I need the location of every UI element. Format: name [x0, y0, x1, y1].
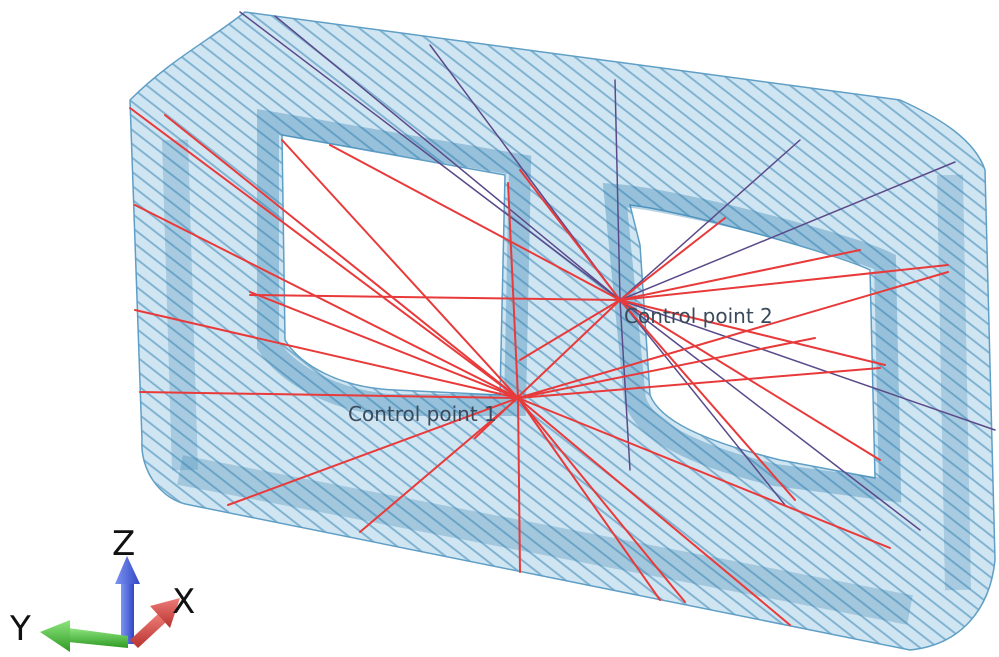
ray-cp1-6 — [134, 309, 519, 399]
ray-behind-10 — [619, 299, 786, 506]
rays-control-point-1 — [129, 107, 949, 626]
ray-cp2-4 — [619, 217, 726, 301]
ray-behind-4 — [614, 79, 621, 301]
ray-cp1-18 — [517, 337, 816, 399]
ray-cp1-12 — [517, 397, 661, 601]
structure-right-band — [937, 174, 971, 591]
ray-cp1-3 — [281, 139, 519, 399]
ray-behind-9 — [619, 299, 921, 531]
ray-cp2-3 — [519, 169, 621, 301]
ray-cp2-9 — [619, 299, 796, 501]
ray-behind-7 — [619, 161, 956, 301]
ray-cp1-1 — [129, 107, 519, 399]
ray-cp1-17 — [517, 271, 949, 399]
ray-cp2-2 — [249, 294, 621, 301]
structure-bottom-band — [177, 455, 913, 625]
ray-cp1-14 — [517, 397, 791, 626]
structure-inner-band-left — [257, 108, 532, 416]
ray-cp1-16 — [517, 367, 881, 399]
z-axis-arrow-icon — [115, 556, 140, 644]
structure-inner-band-right — [602, 183, 902, 503]
ray-cp1-4 — [134, 204, 519, 399]
y-axis-arrow-icon — [40, 620, 128, 652]
rays-behind-group — [239, 11, 996, 531]
x-axis-label: X — [172, 582, 195, 622]
ray-cp1-8 — [507, 182, 519, 399]
ray-cp1-11 — [517, 397, 521, 573]
ray-cp1-9 — [227, 397, 519, 506]
ray-cp1-2 — [164, 114, 519, 399]
x-axis-arrow-icon — [130, 598, 180, 648]
ray-cp2-1 — [329, 144, 621, 301]
ray-cp2-6 — [619, 264, 949, 301]
ray-behind-8 — [619, 299, 996, 431]
ray-cp1-7 — [139, 391, 519, 399]
ray-cp1-13 — [517, 397, 686, 603]
z-axis-label: Z — [112, 524, 135, 564]
ray-behind-1 — [239, 11, 621, 301]
ray-behind-2 — [274, 15, 621, 301]
ship-section-structure — [129, 11, 996, 651]
ray-cp2-8 — [619, 299, 881, 461]
ray-cp2-11 — [474, 299, 621, 439]
axis-triad: Z Y X — [9, 524, 195, 652]
rays-control-point-2 — [249, 144, 949, 501]
ray-cp2-7 — [619, 299, 886, 366]
ray-cp2-10 — [519, 299, 621, 361]
structure-left-band — [162, 139, 198, 471]
control-point-1-label: Control point 1 — [348, 402, 497, 426]
control-point-2-label: Control point 2 — [624, 304, 773, 328]
ray-cp1-10 — [359, 397, 519, 533]
ray-behind-6 — [619, 139, 801, 301]
ray-cp1-5 — [249, 291, 519, 399]
ray-cp2-5 — [619, 249, 861, 301]
ray-cp1-15 — [517, 397, 891, 549]
y-axis-label: Y — [9, 609, 31, 649]
